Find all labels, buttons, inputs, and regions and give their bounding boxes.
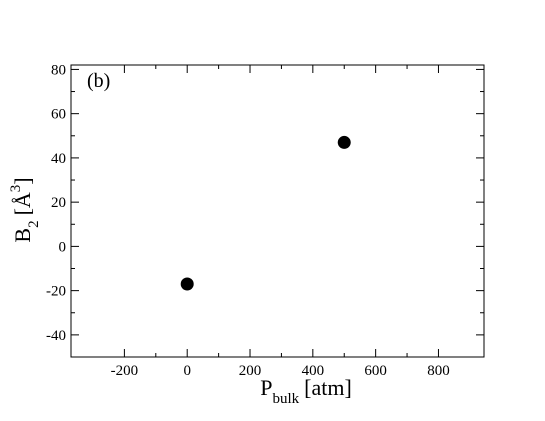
y-axis-title-unit-close: ] xyxy=(10,177,35,184)
y-tick-label: 40 xyxy=(51,151,66,167)
x-axis-title-unit: [atm] xyxy=(304,375,352,400)
y-axis-ticks: -40 -20 0 20 40 60 80 xyxy=(46,62,484,344)
x-axis-ticks: -200 0 200 400 600 800 xyxy=(111,65,450,379)
x-axis-title: Pbulk [atm] xyxy=(260,375,352,407)
x-tick-label: 400 xyxy=(302,363,325,379)
y-axis-title-unit-superscript: 3 xyxy=(8,185,24,193)
x-tick-label: 200 xyxy=(239,363,262,379)
x-tick-label: 800 xyxy=(427,363,450,379)
x-tick-label: 0 xyxy=(183,363,191,379)
data-points xyxy=(180,135,351,291)
data-point xyxy=(180,277,194,291)
y-axis-title-unit-symbol: Å xyxy=(10,192,35,208)
y-tick-label: 80 xyxy=(51,62,66,78)
y-axis-title: B2 [Å3] xyxy=(8,177,42,242)
y-tick-label: 20 xyxy=(51,195,66,211)
x-axis-title-subscript: bulk xyxy=(272,391,299,407)
x-tick-label: 600 xyxy=(364,363,387,379)
y-axis-title-unit-open: [ xyxy=(10,208,35,215)
y-axis-title-main: B xyxy=(10,228,35,243)
y-tick-label: -20 xyxy=(46,284,66,300)
y-tick-label: 60 xyxy=(51,107,66,123)
x-tick-label: -200 xyxy=(111,363,139,379)
y-tick-label: -40 xyxy=(46,328,66,344)
panel-label: (b) xyxy=(87,70,110,92)
data-point xyxy=(337,135,351,149)
y-axis-title-subscript: 2 xyxy=(26,220,42,228)
x-axis-title-main: P xyxy=(260,375,272,400)
plot-frame xyxy=(70,64,485,358)
y-tick-label: 0 xyxy=(59,239,67,255)
